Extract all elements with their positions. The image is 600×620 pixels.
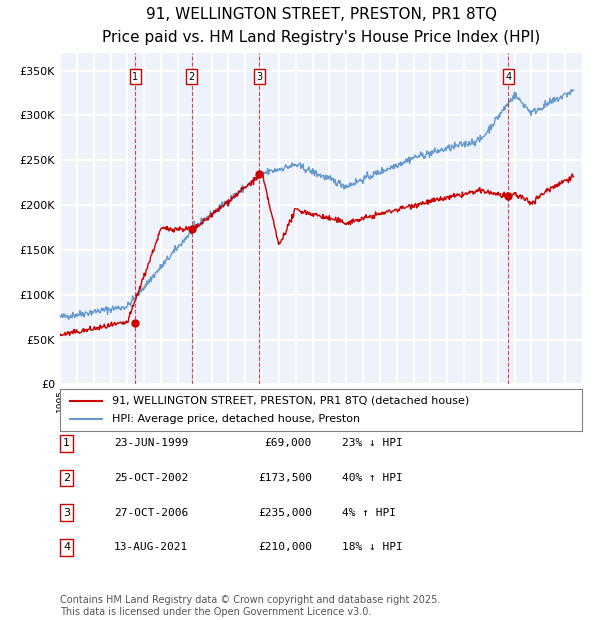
Text: 27-OCT-2006: 27-OCT-2006	[114, 508, 188, 518]
Text: 18% ↓ HPI: 18% ↓ HPI	[342, 542, 403, 552]
Text: 3: 3	[256, 72, 262, 82]
Text: £210,000: £210,000	[258, 542, 312, 552]
Text: HPI: Average price, detached house, Preston: HPI: Average price, detached house, Pres…	[112, 414, 361, 424]
Text: 25-OCT-2002: 25-OCT-2002	[114, 473, 188, 483]
Text: 3: 3	[63, 508, 70, 518]
Text: £173,500: £173,500	[258, 473, 312, 483]
Text: 13-AUG-2021: 13-AUG-2021	[114, 542, 188, 552]
Text: 4% ↑ HPI: 4% ↑ HPI	[342, 508, 396, 518]
Text: 23% ↓ HPI: 23% ↓ HPI	[342, 438, 403, 448]
Text: 91, WELLINGTON STREET, PRESTON, PR1 8TQ (detached house): 91, WELLINGTON STREET, PRESTON, PR1 8TQ …	[112, 396, 469, 405]
Text: £69,000: £69,000	[265, 438, 312, 448]
Text: 4: 4	[505, 72, 511, 82]
Text: 4: 4	[63, 542, 70, 552]
Text: 2: 2	[63, 473, 70, 483]
Title: 91, WELLINGTON STREET, PRESTON, PR1 8TQ
Price paid vs. HM Land Registry's House : 91, WELLINGTON STREET, PRESTON, PR1 8TQ …	[102, 7, 540, 45]
Text: £235,000: £235,000	[258, 508, 312, 518]
Text: 1: 1	[133, 72, 139, 82]
Text: 2: 2	[188, 72, 195, 82]
Text: 40% ↑ HPI: 40% ↑ HPI	[342, 473, 403, 483]
Text: Contains HM Land Registry data © Crown copyright and database right 2025.
This d: Contains HM Land Registry data © Crown c…	[60, 595, 440, 617]
Text: 23-JUN-1999: 23-JUN-1999	[114, 438, 188, 448]
Text: 1: 1	[63, 438, 70, 448]
